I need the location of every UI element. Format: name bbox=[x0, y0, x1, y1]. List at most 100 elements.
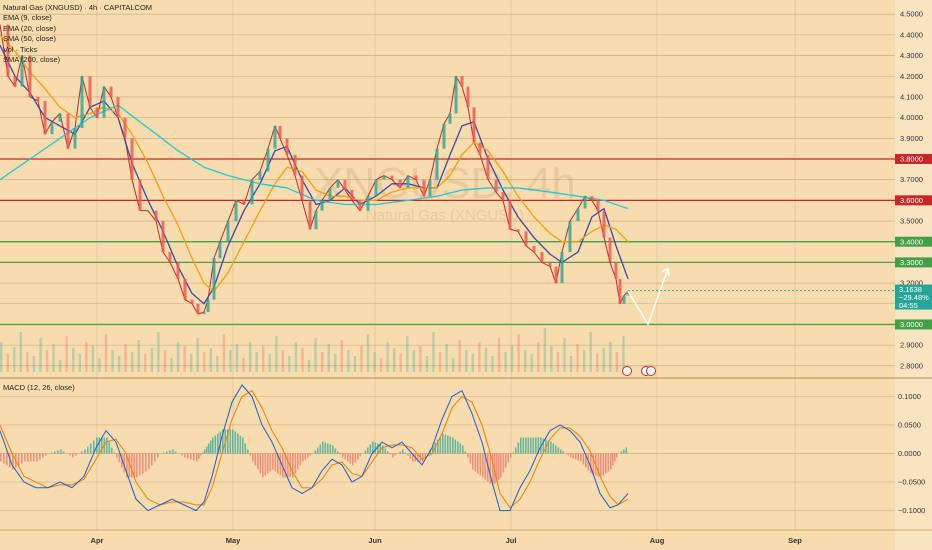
volume-bar bbox=[484, 348, 488, 372]
volume-bar bbox=[58, 360, 62, 372]
macd-hist-bar bbox=[12, 453, 14, 470]
macd-hist-bar bbox=[304, 453, 307, 460]
macd-hist-bar bbox=[570, 453, 572, 458]
macd-hist-bar bbox=[357, 453, 359, 460]
volume-bar bbox=[419, 346, 422, 372]
macd-hist-bar bbox=[494, 453, 496, 484]
macd-hist-bar bbox=[287, 453, 289, 478]
volume-bar bbox=[399, 354, 402, 372]
macd-hist-bar bbox=[3, 453, 5, 464]
volume-bar bbox=[445, 344, 448, 372]
volume-bar bbox=[111, 350, 114, 372]
volume-bar bbox=[176, 342, 180, 372]
volume-bar bbox=[386, 342, 389, 372]
macd-hist-bar bbox=[157, 453, 159, 458]
price-candle bbox=[596, 200, 600, 211]
price-candle bbox=[109, 86, 113, 97]
macd-hist-bar bbox=[75, 453, 77, 456]
volume-bar bbox=[543, 328, 547, 372]
macd-hist-bar bbox=[27, 453, 29, 462]
current-countdown-label: 04:55 bbox=[899, 301, 918, 310]
indicator-sma200[interactable]: SMA (200, close) bbox=[3, 55, 61, 65]
macd-hist-bar bbox=[72, 453, 74, 458]
macd-hist-bar bbox=[520, 437, 522, 454]
macd-hist-bar bbox=[234, 431, 237, 454]
level-tag-label: 3.6000 bbox=[900, 196, 923, 205]
macd-legend[interactable]: MACD (12, 26, close) bbox=[3, 383, 75, 392]
macd-hist-bar bbox=[284, 453, 287, 478]
price-candle bbox=[608, 237, 612, 263]
macd-hist-bar bbox=[262, 453, 264, 478]
macd-hist-bar bbox=[525, 437, 527, 454]
macd-hist-bar bbox=[148, 453, 150, 470]
macd-hist-bar bbox=[136, 453, 138, 478]
price-candle bbox=[242, 200, 246, 205]
macd-hist-bar bbox=[239, 435, 242, 454]
volume-bar bbox=[229, 350, 232, 372]
price-candle bbox=[554, 266, 558, 284]
indicator-ema20[interactable]: EMA (20, close) bbox=[3, 23, 56, 33]
volume-bar bbox=[6, 354, 9, 372]
volume-bar bbox=[622, 336, 625, 372]
macd-hist-bar bbox=[202, 452, 204, 454]
macd-hist-bar bbox=[616, 453, 618, 458]
price-tick-label: 3.9000 bbox=[900, 134, 923, 143]
macd-hist-bar bbox=[537, 437, 540, 454]
macd-hist-bar bbox=[498, 453, 500, 480]
volume-bar bbox=[465, 350, 468, 372]
indicator-ema9[interactable]: EMA (9, close) bbox=[3, 13, 52, 23]
volume-bar bbox=[281, 350, 285, 372]
macd-hist-bar bbox=[63, 451, 65, 454]
time-tick-label: Apr bbox=[91, 536, 104, 545]
macd-hist-bar bbox=[387, 451, 389, 454]
price-candle bbox=[454, 76, 458, 114]
macd-hist-bar bbox=[142, 453, 144, 474]
macd-hist-bar bbox=[204, 449, 206, 454]
macd-hist-bar bbox=[200, 453, 202, 456]
macd-hist-bar bbox=[259, 453, 262, 474]
macd-hist-bar bbox=[90, 443, 92, 454]
macd-hist-bar bbox=[264, 453, 267, 476]
price-candle bbox=[161, 221, 165, 253]
macd-hist-bar bbox=[217, 433, 219, 454]
price-candle bbox=[583, 196, 587, 209]
macd-hist-bar bbox=[334, 448, 337, 454]
volume-bar bbox=[144, 354, 147, 372]
price-candle bbox=[154, 210, 158, 222]
volume-bar bbox=[294, 342, 298, 372]
price-candle bbox=[602, 210, 606, 238]
price-axis-background bbox=[895, 0, 932, 550]
macd-hist-bar bbox=[392, 453, 394, 458]
macd-hist-bar bbox=[382, 445, 384, 454]
volume-bar bbox=[576, 344, 579, 372]
macd-hist-bar bbox=[384, 448, 387, 454]
macd-hist-bar bbox=[487, 453, 489, 482]
volume-bar bbox=[189, 354, 193, 372]
level-tag-3.3000 bbox=[895, 257, 932, 268]
macd-hist-bar bbox=[597, 453, 600, 477]
volume-bar bbox=[379, 358, 383, 372]
macd-hist-bar bbox=[532, 437, 535, 454]
macd-hist-bar bbox=[54, 451, 56, 454]
price-candle bbox=[212, 258, 216, 300]
level-tag-label: 3.0000 bbox=[900, 320, 923, 329]
macd-hist-bar bbox=[407, 453, 409, 456]
macd-hist-bar bbox=[464, 451, 467, 454]
macd-hist-bar bbox=[412, 453, 414, 462]
macd-hist-bar bbox=[21, 453, 23, 464]
price-candle bbox=[146, 210, 150, 212]
volume-bar bbox=[98, 358, 101, 372]
macd-hist-bar bbox=[347, 453, 349, 462]
price-candle bbox=[398, 179, 402, 188]
indicator-sma50[interactable]: SMA (50, close) bbox=[3, 34, 56, 44]
macd-hist-bar bbox=[469, 453, 472, 464]
indicator-volume[interactable]: Vol · Ticks bbox=[3, 44, 38, 54]
price-tick-label: 4.5000 bbox=[900, 10, 923, 19]
price-candle bbox=[435, 148, 439, 180]
macd-hist-bar bbox=[479, 453, 482, 476]
macd-hist-bar bbox=[184, 453, 186, 458]
macd-hist-bar bbox=[535, 437, 537, 454]
macd-hist-bar bbox=[175, 451, 177, 454]
macd-hist-bar bbox=[237, 433, 239, 454]
